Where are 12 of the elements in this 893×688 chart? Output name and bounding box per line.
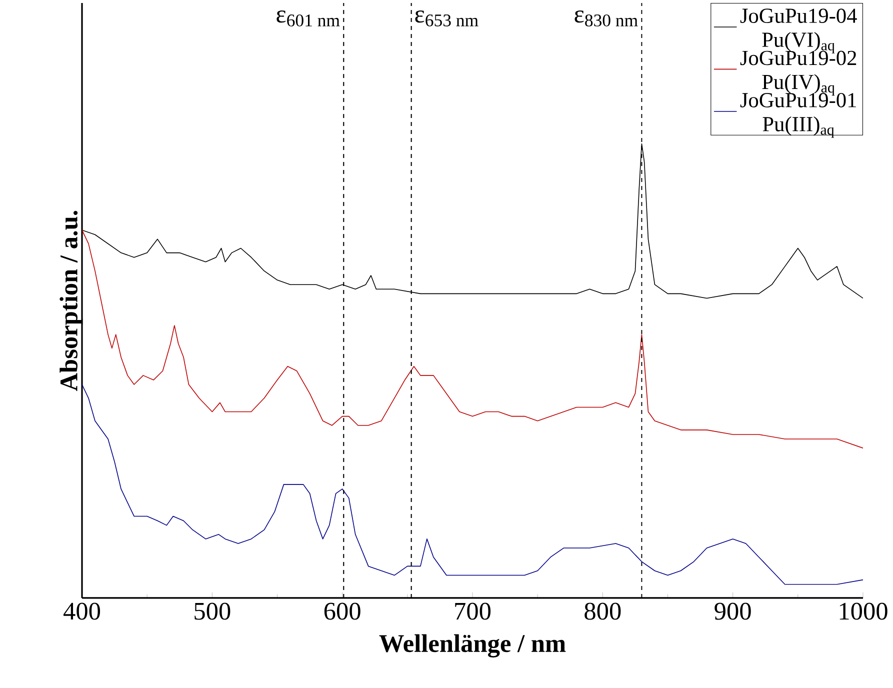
y-axis-title: Absorption / a.u. [60, 210, 83, 392]
x-tick-label: 1000 [840, 602, 888, 620]
ref-line-label: ε$_{830 nm}$ [574, 10, 638, 26]
x-tick-label: 600 [324, 602, 360, 620]
ref-line-label: ε$_{601 nm}$ [276, 10, 340, 26]
x-axis-title: Wellenlänge / nm [379, 634, 566, 658]
ref-line-label: ε$_{653 nm}$ [415, 10, 478, 26]
x-tick-label: 400 [64, 602, 100, 620]
x-tick-label: 500 [194, 602, 230, 620]
x-tick-label: 900 [714, 602, 751, 620]
x-tick-label: 700 [455, 602, 491, 620]
x-tick-label: 800 [584, 602, 621, 620]
